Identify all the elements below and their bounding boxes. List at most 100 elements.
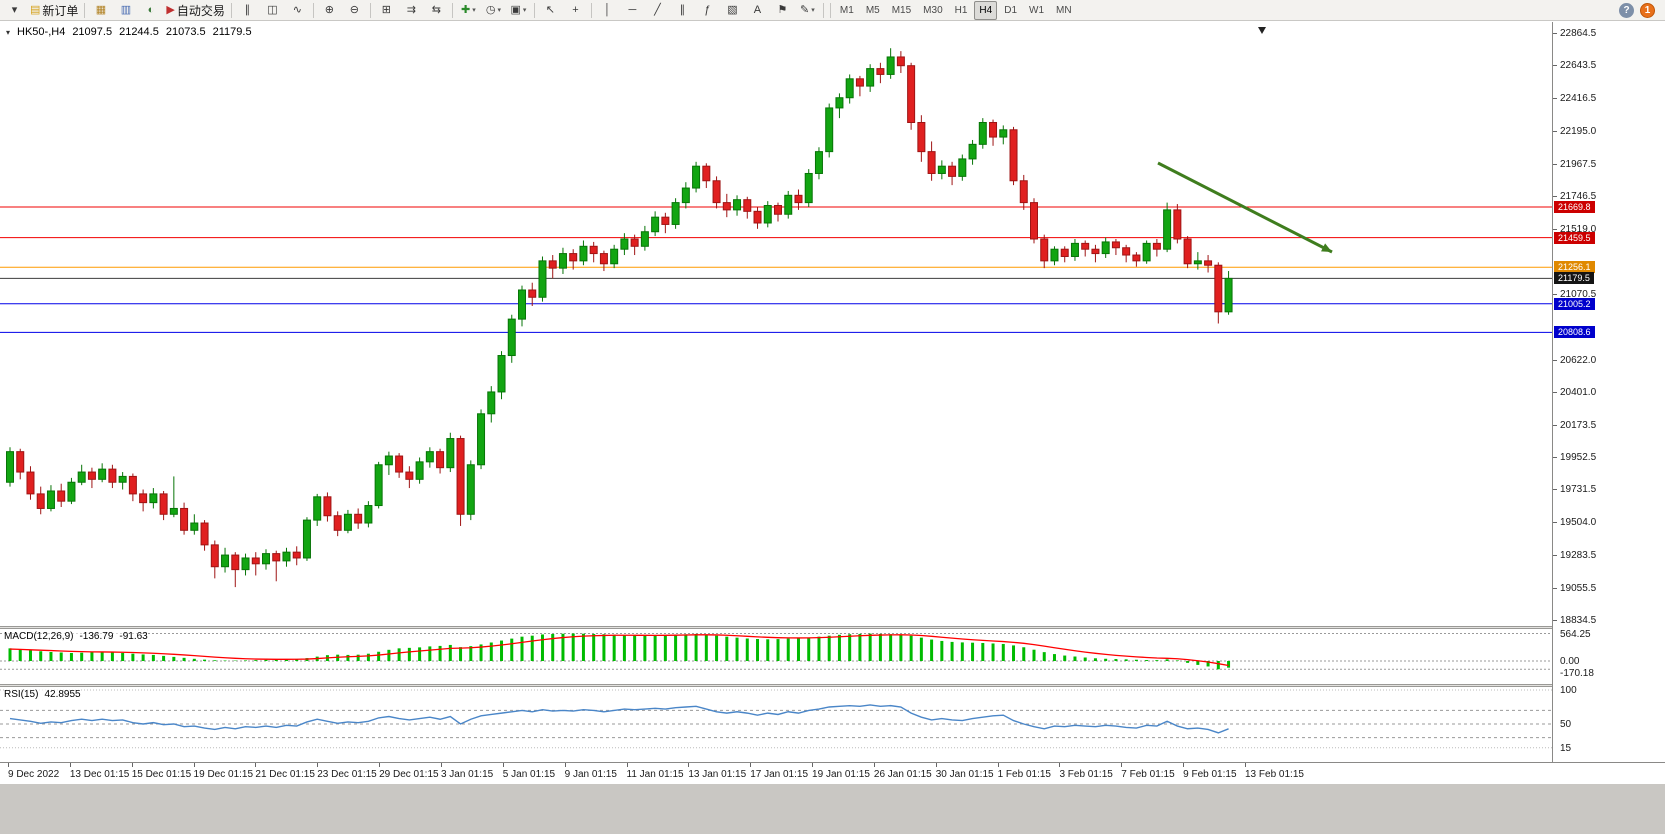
zoom-in-icon[interactable]: ⊕ (317, 0, 342, 21)
templates-icon[interactable]: ▣ ▾ (506, 0, 531, 21)
crosshair-icon[interactable]: + (563, 0, 588, 21)
chart-bars-icon: ∥ (244, 3, 251, 16)
time-tick-label: 11 Jan 01:15 (626, 769, 684, 780)
timeframe-button-h1[interactable]: H1 (954, 4, 968, 16)
cursor-icon[interactable]: ↖ (538, 0, 563, 21)
main-price-chart[interactable]: ▾ HK50-,H4 21097.5 21244.5 21073.5 21179… (0, 22, 1552, 626)
axis-tick (1553, 195, 1557, 197)
time-axis-tick (255, 763, 257, 767)
chart-line-icon: ∿ (292, 3, 303, 16)
price-tick-label: 22643.5 (1560, 60, 1597, 72)
periods-icon[interactable]: ◷ ▾ (481, 0, 506, 21)
text-tool-icon[interactable]: A (745, 0, 770, 21)
rsi-chart (0, 689, 1552, 749)
charts-window-icon: ▦ (95, 3, 107, 16)
axis-tick (1553, 391, 1557, 393)
time-tick-label: 17 Jan 01:15 (750, 769, 809, 780)
chart-line-icon[interactable]: ∿ (285, 0, 310, 21)
time-tick-label: 9 Feb 01:15 (1183, 769, 1237, 780)
candlestick-chart[interactable] (0, 22, 1552, 626)
panel-splitter[interactable] (0, 626, 1665, 629)
price-tick-label: 22864.5 (1560, 27, 1597, 39)
chart-shift-icon[interactable]: ⇆ (424, 0, 449, 21)
rsi-panel[interactable]: RSI(15) 42.8955 (0, 687, 1552, 762)
fibonacci-icon: ƒ (704, 3, 711, 16)
new-order-button[interactable]: ▤ 新订单 (27, 0, 81, 21)
rsi-scale-bottom: 15 (1560, 742, 1572, 754)
price-level-badge-support: 21005.2 (1554, 297, 1595, 310)
price-tick-label: 22195.0 (1560, 125, 1597, 137)
price-level-badge-resistance: 21459.5 (1554, 231, 1595, 244)
time-axis[interactable]: 9 Dec 2022 13 Dec 01:15 15 Dec 01:15 19 Dec… (0, 762, 1665, 784)
autotrading-button: ▶ (166, 3, 175, 16)
timeframe-button-m15[interactable]: M15 (891, 4, 912, 16)
price-tick-label: 19504.0 (1560, 517, 1597, 529)
add-indicator-icon[interactable]: ✚ ▾ (456, 0, 481, 21)
charts-window-icon[interactable]: ▦ (88, 0, 113, 21)
time-tick-label: 29 Dec 01:15 (379, 769, 439, 780)
notifications-badge[interactable]: 1 (1640, 2, 1655, 18)
autotrading-button[interactable]: ▶ 自动交易 (163, 0, 227, 21)
templates-icon: ▣ (510, 3, 521, 16)
toolbar: ▾ ▤ 新订单 ▦ ▥ ◐ ▶ 自动交易 ∥ ◫ ∿ ⊕ ⊖ ⊞ ⇉ ⇆ ✚ ▾ ◷ ▾ ▣ ▾ ↖ + │ ─ ╱ ∥ ƒ ▧ A ⚑ ✎ ▾ … (0, 0, 1665, 21)
chevron-down-icon: ▾ (497, 7, 501, 14)
shapes-icon[interactable]: ▧ (720, 0, 745, 21)
axis-tick (1553, 522, 1557, 524)
rsi-value: 42.8955 (44, 689, 81, 700)
zoom-out-icon[interactable]: ⊖ (342, 0, 367, 21)
timeframe-button-m1[interactable]: M1 (839, 4, 854, 16)
chart-collapse-caret[interactable]: ▾ (6, 27, 11, 37)
time-axis-tick (750, 763, 752, 767)
add-indicator-icon: ✚ (461, 3, 471, 16)
tick-chart-icon[interactable]: ▥ (113, 0, 138, 21)
tile-windows-icon[interactable]: ⊞ (374, 0, 399, 21)
price-tick-label: 19055.5 (1560, 582, 1597, 594)
axis-tick (1553, 65, 1557, 67)
rsi-name: RSI(15) (4, 689, 39, 700)
time-tick-label: 9 Jan 01:15 (564, 769, 617, 780)
arrows-tool-icon[interactable]: ⚑ (770, 0, 795, 21)
macd-panel[interactable]: MACD(12,26,9) -136.79 -91.63 (0, 629, 1552, 684)
macd-chart (0, 633, 1552, 670)
timeframe-button-h4[interactable]: H4 (974, 0, 998, 20)
auto-scroll-icon[interactable]: ⇉ (399, 0, 424, 21)
vertical-line-icon[interactable]: │ (595, 0, 620, 21)
time-axis-tick (873, 763, 875, 767)
toolbar-separator (312, 2, 314, 18)
menu-caret-icon[interactable]: ▾ (2, 0, 27, 21)
time-tick-label: 21 Dec 01:15 (255, 769, 315, 780)
rsi-scale-top: 100 (1560, 685, 1577, 696)
chart-bars-icon[interactable]: ∥ (235, 0, 260, 21)
price-axis[interactable]: 22864.5 22643.5 22416.5 22195.0 21967.5 21746… (1552, 22, 1665, 762)
axis-tick (1553, 359, 1557, 361)
time-tick-label: 15 Dec 01:15 (131, 769, 192, 780)
chart-candles-icon[interactable]: ◫ (260, 0, 285, 21)
channel-icon[interactable]: ∥ (670, 0, 695, 21)
toolbar-separator (369, 2, 371, 18)
time-axis-tick (317, 763, 319, 767)
time-tick-label: 7 Feb 01:15 (1121, 769, 1175, 780)
chart-low-value: 21073.5 (165, 26, 206, 38)
new-order-button: ▤ (30, 3, 41, 16)
market-news-icon[interactable]: ◐ (138, 0, 163, 21)
price-tick-label: 21746.5 (1560, 190, 1597, 202)
time-axis-tick (8, 763, 9, 767)
horizontal-line-icon[interactable]: ─ (620, 0, 645, 21)
fibonacci-icon[interactable]: ƒ (695, 0, 720, 21)
help-icon[interactable]: ? (1619, 2, 1634, 18)
timeframe-button-mn[interactable]: MN (1056, 4, 1072, 16)
axis-tick (1553, 424, 1557, 426)
panel-splitter[interactable] (0, 684, 1665, 687)
timeframe-button-d1[interactable]: D1 (1004, 4, 1018, 16)
timeframe-button-m30[interactable]: M30 (923, 4, 943, 16)
toolbar-separator (533, 2, 535, 18)
rsi-scale-mid: 50 (1560, 719, 1572, 730)
auto-scroll-icon: ⇉ (406, 3, 417, 16)
time-tick-label: 26 Jan 01:15 (873, 769, 932, 780)
timeframe-button-m5[interactable]: M5 (865, 4, 880, 16)
drawing-tools-caret[interactable]: ✎ ▾ (795, 0, 820, 21)
trendline-icon[interactable]: ╱ (645, 0, 670, 21)
timeframe-button-w1[interactable]: W1 (1029, 4, 1045, 16)
time-axis-tick (688, 763, 690, 767)
